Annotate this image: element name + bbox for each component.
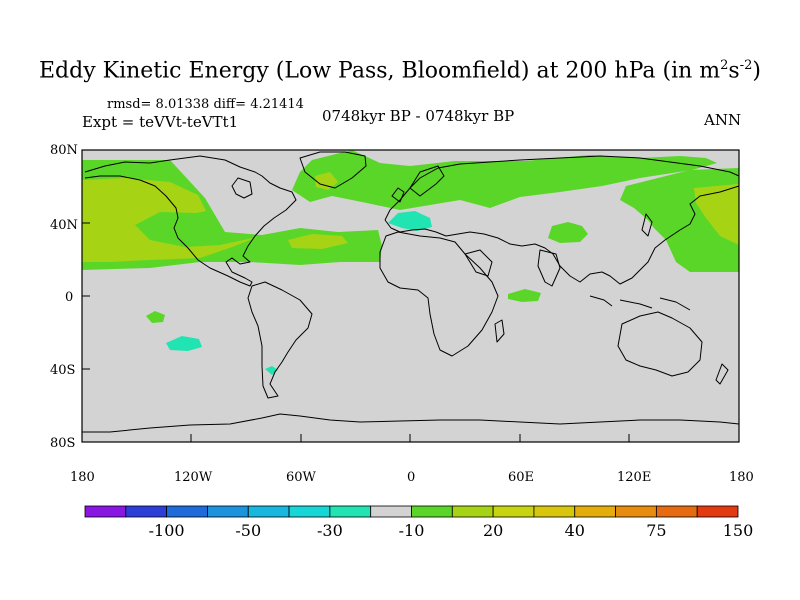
scandinavia [409,165,445,197]
colorbar-box [696,505,739,518]
lon-tick-60e: 60E [508,470,535,485]
australia-coast [617,311,703,377]
colorbar-box [207,505,249,518]
indian-ocean-patch [508,289,541,302]
axis-ticks [81,149,740,443]
antarctica-coast [82,413,740,433]
colorbar-box [451,505,494,518]
season-label: ANN [704,111,742,129]
arabia [464,249,493,277]
colorbar-label: 20 [482,521,504,540]
mediterranean-patch [548,222,588,243]
cyan-fields [166,211,432,375]
south-pacific-cyan [166,336,202,351]
british-isles [391,187,405,203]
india [537,249,561,287]
colorbar-box [411,505,453,518]
experiment-label: Expt = teVVt-teVTt1 [82,113,239,131]
colorbar-label: -30 [316,521,343,540]
lat-tick-40n: 40N [50,218,78,233]
coastlines [82,151,740,433]
map-panel [81,149,740,443]
colorbar-box [288,505,331,518]
atlantic-yg-core [288,234,348,249]
colorbar-box [84,505,127,518]
africa-coast [379,231,499,357]
lon-tick-0: 0 [407,470,416,485]
colorbar-label: -10 [398,521,425,540]
yellow-green-fields [82,172,739,262]
lat-tick-80s: 80S [50,436,76,451]
pacific-yg-core [82,178,258,262]
lon-tick-120e: 120E [617,470,652,485]
lat-tick-0: 0 [65,290,74,305]
rmsd-diff-stats: rmsd= 8.01338 diff= 4.21414 [107,97,304,112]
east-pacific-patch [146,311,165,323]
colorbar-box [166,505,208,518]
lon-tick-120w: 120W [174,470,213,485]
colorbar-box [492,505,535,518]
patagonia-cyan [265,366,278,375]
mediterranean-cyan [388,211,432,231]
north-america-coast [84,155,297,287]
colorbar-box [533,505,576,518]
north-atlantic-arc [292,150,717,210]
west-pacific-yg-core [694,184,739,245]
plot-title: Eddy Kinetic Energy (Low Pass, Bloomfiel… [39,58,761,84]
europe-asia-coast [384,155,740,285]
period-label: 0748kyr BP - 0748kyr BP [322,107,515,125]
lon-tick-180w: 180 [70,470,95,485]
arctic-yg-patch [315,172,338,190]
colorbar-label: 75 [646,521,667,540]
colorbar-box [615,505,657,518]
indonesia [589,295,691,311]
lon-tick-60w: 60W [286,470,316,485]
madagascar [494,319,505,343]
colorbar-box [125,505,168,518]
japan [641,213,653,237]
colorbar-label: -100 [148,521,185,540]
colorbar-label: 40 [564,521,585,540]
colorbar-label: 150 [722,521,754,540]
lat-tick-80n: 80N [50,143,78,158]
colorbar [84,505,739,518]
new-zealand [715,363,729,385]
colorbar-box [655,505,698,518]
lat-tick-40s: 40S [50,363,76,378]
greenland [299,151,367,189]
lon-tick-180e: 180 [729,470,754,485]
colorbar-box [574,505,616,518]
south-america-coast [247,281,313,399]
colorbar-box [370,505,412,518]
colorbar-box [329,505,372,518]
hudson-bay [231,177,253,199]
colorbar-box [247,505,290,518]
colorbar-label: -50 [235,521,262,540]
